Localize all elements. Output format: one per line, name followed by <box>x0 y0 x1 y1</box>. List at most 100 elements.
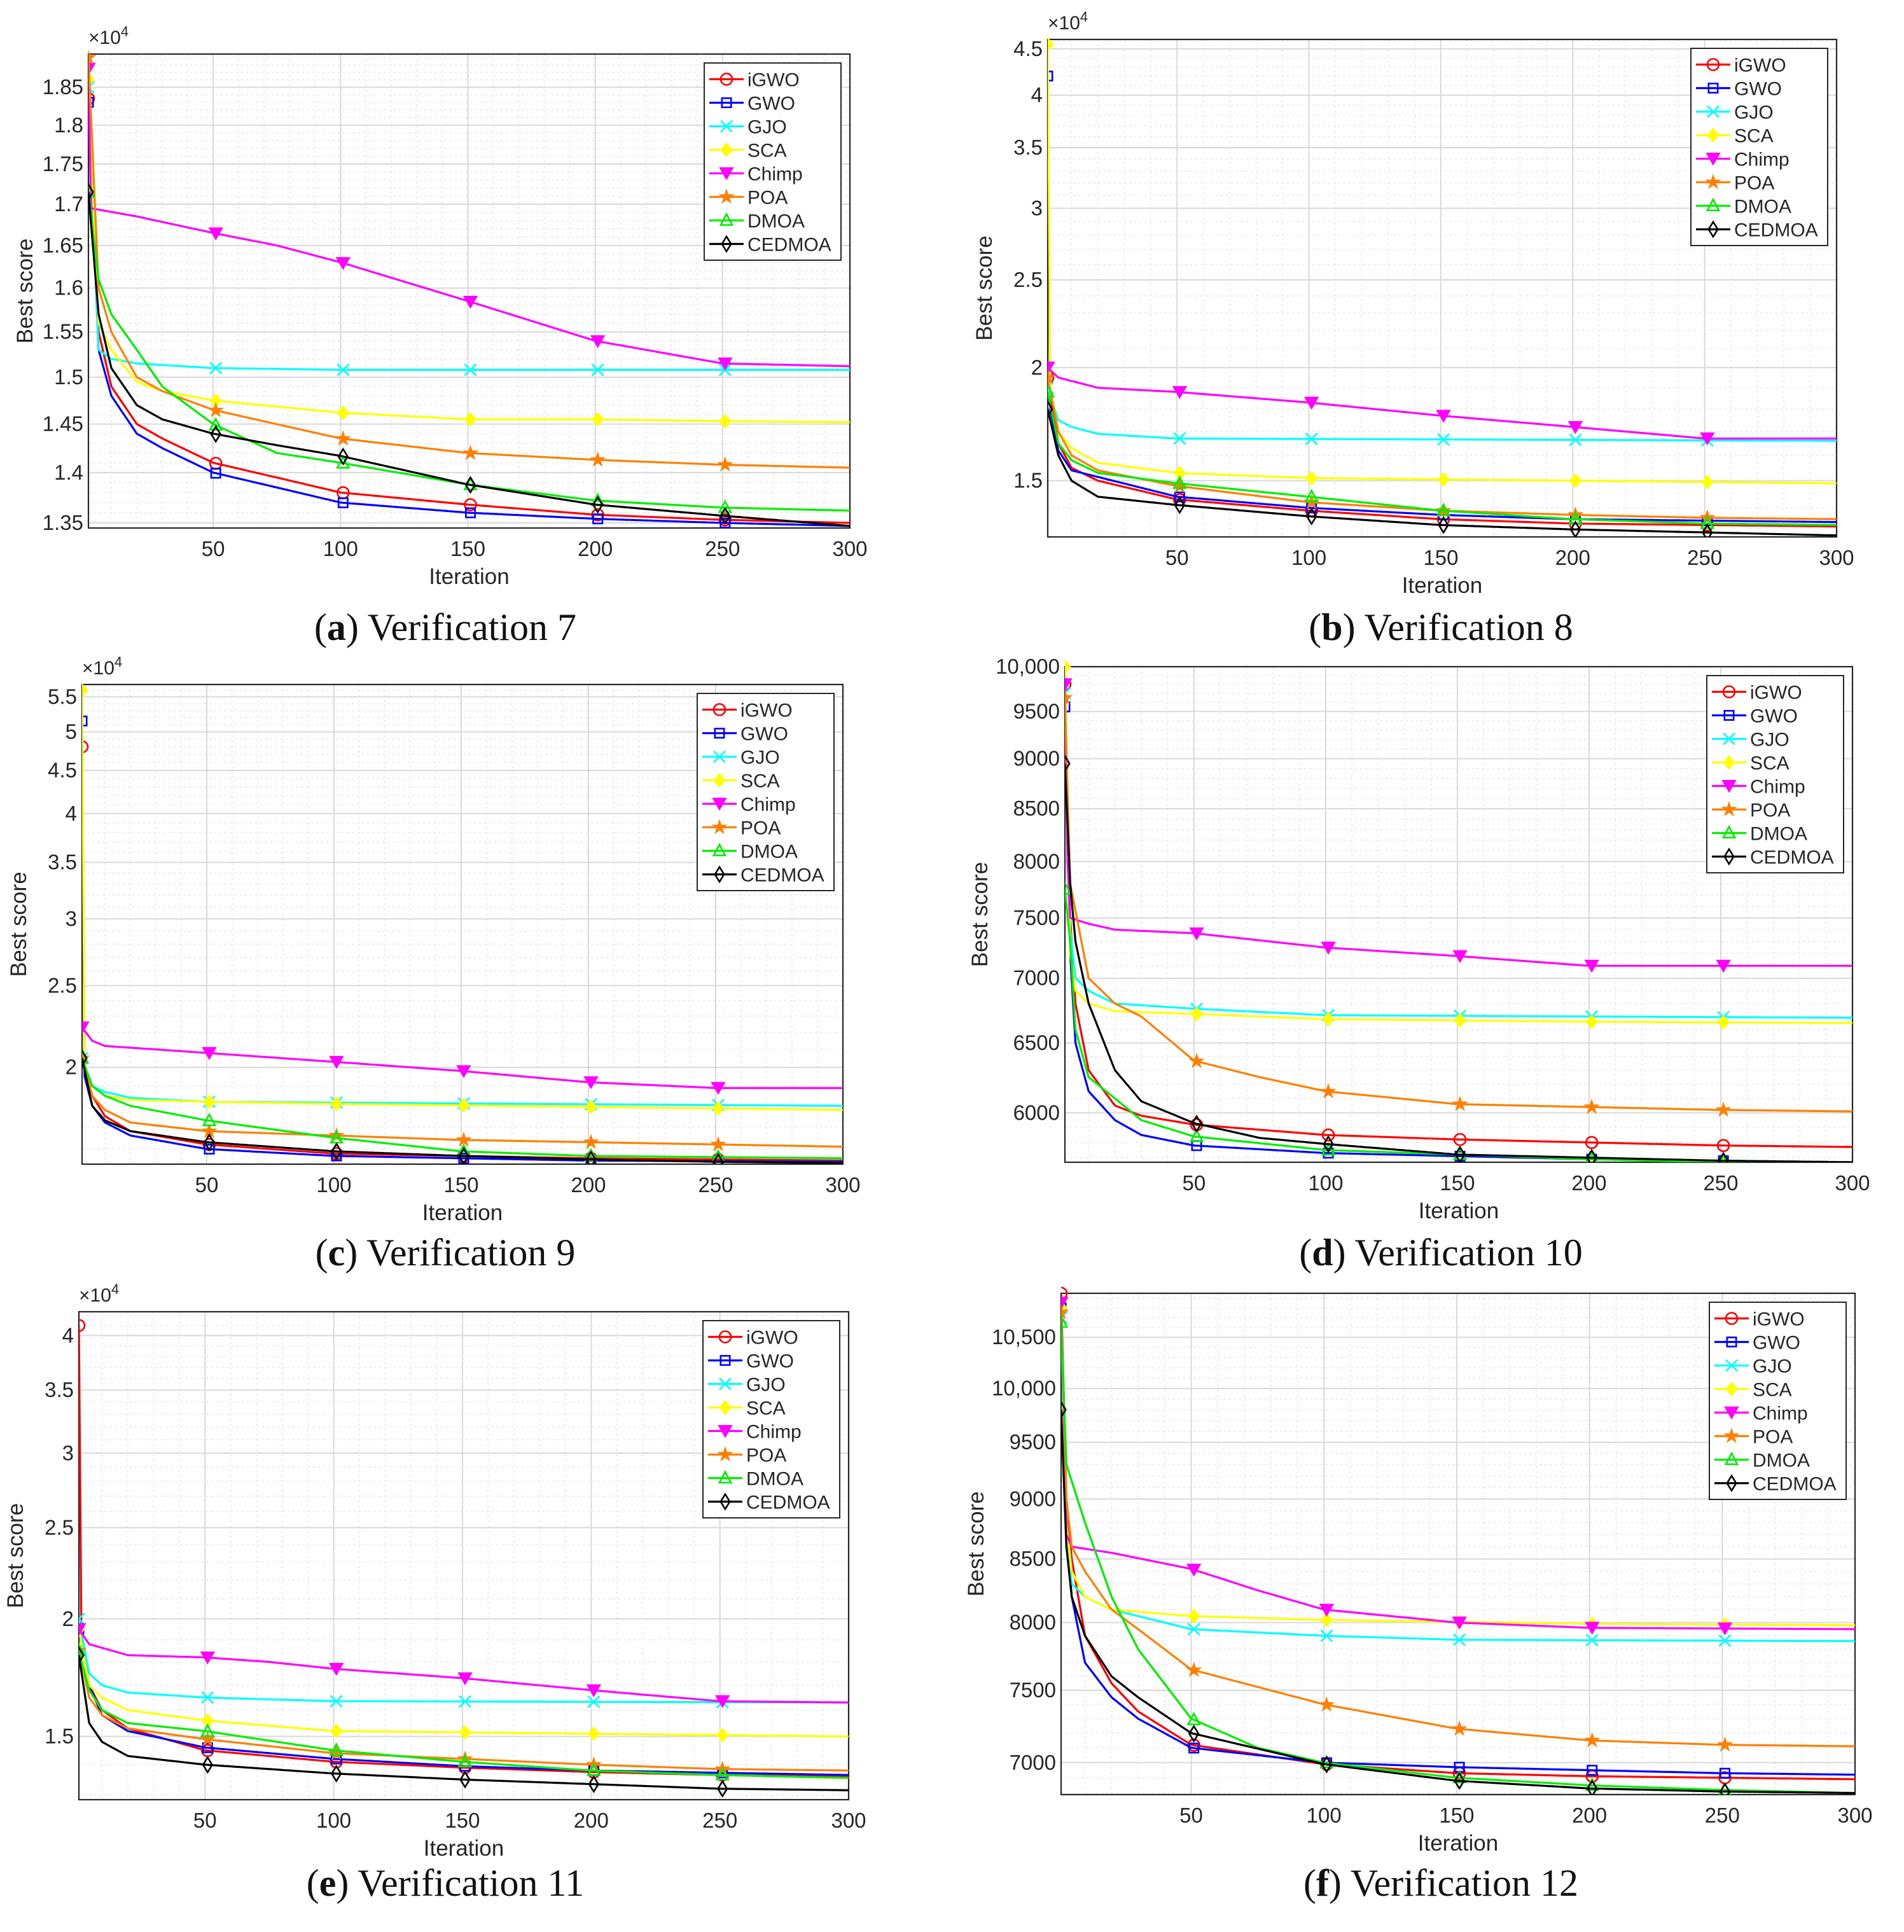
x-tick-label: 200 <box>574 1809 609 1832</box>
caption-paren: ( <box>1299 1232 1312 1274</box>
caption-paren: ( <box>314 606 327 648</box>
data-marker-cedmoa <box>202 1756 214 1774</box>
data-marker-gjo <box>1061 1311 1067 1324</box>
data-marker-cedmoa <box>1569 520 1581 537</box>
data-marker-sca <box>1305 470 1318 486</box>
legend-label: GJO <box>740 747 780 768</box>
caption-letter: e <box>319 1862 337 1904</box>
x-axis-label: Iteration <box>1419 1199 1499 1223</box>
legend-label: SCA <box>1734 126 1774 147</box>
legend-marker-icon <box>1706 153 1721 166</box>
data-marker-cedmoa <box>79 1646 85 1665</box>
data-marker-sca <box>1048 37 1054 52</box>
series-line-cedmoa <box>1061 1409 1855 1795</box>
legend-label: DMOA <box>1734 197 1791 218</box>
axes-box <box>1046 38 1838 538</box>
data-marker-dmoa <box>1304 489 1319 503</box>
legend-item-poa: POA <box>702 818 781 839</box>
data-marker-cedmoa <box>330 1764 342 1783</box>
legend-item-gjo: GJO <box>708 1375 786 1396</box>
legend-label: DMOA <box>747 211 805 232</box>
data-marker-cedmoa <box>1305 507 1317 526</box>
data-marker-gwo <box>719 517 731 528</box>
data-marker-cedmoa <box>459 1770 471 1789</box>
legend-marker-icon <box>1707 127 1720 143</box>
legend-marker-icon <box>1721 824 1737 838</box>
legend-marker-icon <box>714 865 725 884</box>
legend-item-cedmoa: CEDMOA <box>1696 220 1818 241</box>
legend-marker-icon <box>1725 1359 1738 1372</box>
data-marker-poa <box>1451 1720 1468 1736</box>
legend-item-poa: POA <box>708 1445 786 1466</box>
data-marker-chimp <box>1172 386 1188 400</box>
data-marker-chimp <box>1436 410 1451 423</box>
legend-marker-icon <box>1706 58 1720 71</box>
x-axis-label: Iteration <box>424 1836 504 1861</box>
data-marker-cedmoa <box>331 1142 342 1161</box>
panel-caption: (c) Verification 9 <box>316 1231 576 1275</box>
x-tick-label: 200 <box>578 537 613 560</box>
series-line-cedmoa <box>1048 408 1837 537</box>
data-marker-sca <box>330 1723 343 1739</box>
data-marker-gjo <box>1437 433 1450 446</box>
legend-marker-icon <box>717 1446 733 1462</box>
y-tick-label: 3.5 <box>45 1378 74 1401</box>
data-marker-gjo <box>459 1695 471 1708</box>
series-line-gwo <box>1061 1307 1855 1776</box>
legend-label: SCA <box>740 771 780 792</box>
y-tick-label: 9500 <box>1010 1430 1056 1454</box>
caption-text: Verification 9 <box>366 1232 576 1274</box>
legend-marker-icon <box>1724 1451 1739 1465</box>
y-tick-label: 1.8 <box>54 113 83 137</box>
legend-label: GWO <box>740 724 788 745</box>
x-tick-label: 250 <box>702 1809 737 1832</box>
y-tick-label: 9000 <box>1013 747 1060 770</box>
multiplier-exponent: 4 <box>115 654 122 670</box>
y-tick-label: 1.85 <box>43 75 83 99</box>
data-marker-igwo <box>1061 1286 1068 1300</box>
data-marker-cedmoa <box>1586 1148 1597 1162</box>
data-marker-cedmoa <box>458 1146 469 1164</box>
legend-label: DMOA <box>1753 1450 1810 1471</box>
x-tick-label: 50 <box>195 1173 219 1197</box>
data-marker-chimp <box>1304 396 1319 410</box>
data-marker-poa <box>335 430 352 446</box>
caption-text: Verification 8 <box>1364 606 1573 648</box>
x-axis-label: Iteration <box>429 564 509 589</box>
legend-marker-icon <box>1721 801 1737 817</box>
legend-label: GJO <box>1753 1356 1792 1377</box>
y-tick-label: 3 <box>1031 196 1043 219</box>
series-line-dmoa <box>1061 1322 1855 1795</box>
x-tick-label: 150 <box>445 1809 480 1832</box>
legend-marker-icon <box>713 750 726 763</box>
legend-item-dmoa: DMOA <box>1714 1450 1810 1471</box>
panel-caption: (b) Verification 8 <box>1309 606 1573 650</box>
data-marker-dmoa <box>209 417 223 431</box>
data-marker-cedmoa <box>1454 1145 1466 1162</box>
legend-label: GWO <box>747 94 795 115</box>
legend-item-dmoa: DMOA <box>702 842 798 863</box>
chart-panel-f: 50 100 150 200 250 300 7000 7500 8000 8500 9000 950… <box>964 1286 1873 1856</box>
data-marker-sca <box>585 1099 597 1115</box>
x-tick-label: 100 <box>1308 1171 1343 1195</box>
data-marker-sca <box>592 412 604 427</box>
x-tick-label: 100 <box>316 1809 351 1832</box>
legend-label: GWO <box>1753 1333 1800 1354</box>
legend-marker-icon <box>1726 1474 1737 1492</box>
data-marker-poa <box>199 1730 216 1747</box>
data-marker-dmoa <box>1061 1314 1069 1328</box>
series-line-cedmoa <box>82 1058 843 1164</box>
data-marker-dmoa <box>457 1753 473 1768</box>
legend-label: GWO <box>1734 79 1782 100</box>
series-line-dmoa <box>79 1650 849 1779</box>
data-marker-poa <box>455 1131 472 1147</box>
caption-paren: ) <box>1342 606 1365 648</box>
data-marker-dmoa <box>1321 1142 1336 1156</box>
legend-item-dmoa: DMOA <box>1712 824 1807 845</box>
data-marker-poa <box>717 456 733 472</box>
y-tick-label: 4.5 <box>48 758 77 782</box>
y-tick-label: 2 <box>62 1607 74 1630</box>
legend-label: iGWO <box>1734 55 1786 76</box>
legend-item-chimp: Chimp <box>709 164 803 185</box>
data-marker-sca <box>1717 1015 1730 1030</box>
